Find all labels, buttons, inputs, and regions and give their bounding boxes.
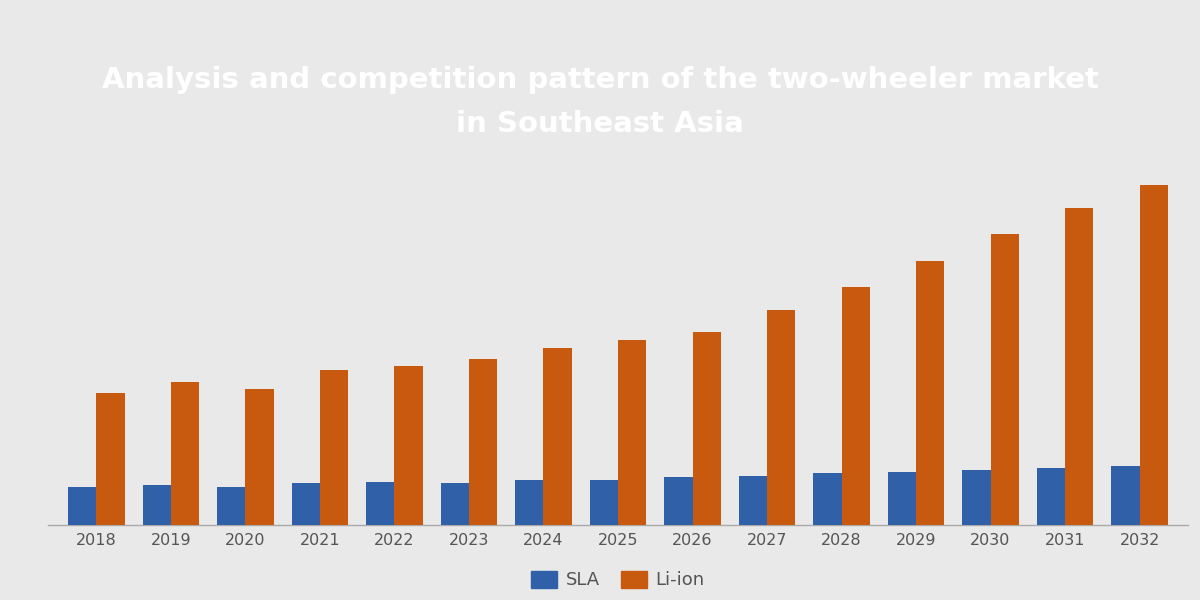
Text: Analysis and competition pattern of the two-wheeler market: Analysis and competition pattern of the … xyxy=(102,67,1098,94)
Bar xyxy=(916,260,944,525)
Bar xyxy=(170,382,199,525)
Bar xyxy=(1037,467,1066,525)
Legend: SLA, Li-ion: SLA, Li-ion xyxy=(524,563,712,597)
Bar xyxy=(767,310,796,525)
Bar xyxy=(664,476,692,525)
Bar xyxy=(692,332,721,525)
Bar xyxy=(618,340,647,525)
Bar xyxy=(366,482,395,525)
Bar xyxy=(217,487,246,525)
Bar xyxy=(814,473,841,525)
Bar xyxy=(888,472,916,525)
Bar xyxy=(292,484,320,525)
Bar xyxy=(841,287,870,525)
Bar xyxy=(544,347,572,525)
Bar xyxy=(469,359,497,525)
Bar xyxy=(589,479,618,525)
Bar xyxy=(515,479,544,525)
Bar xyxy=(1066,208,1093,525)
Bar xyxy=(1111,466,1140,525)
Bar xyxy=(143,485,170,525)
Bar xyxy=(440,484,469,525)
Bar xyxy=(1140,185,1168,525)
Bar xyxy=(739,476,767,525)
Bar xyxy=(320,370,348,525)
Bar xyxy=(990,234,1019,525)
Bar xyxy=(246,389,274,525)
Bar xyxy=(395,367,422,525)
Text: in Southeast Asia: in Southeast Asia xyxy=(456,110,744,137)
Bar xyxy=(962,470,990,525)
Bar xyxy=(96,393,125,525)
Bar xyxy=(68,487,96,525)
